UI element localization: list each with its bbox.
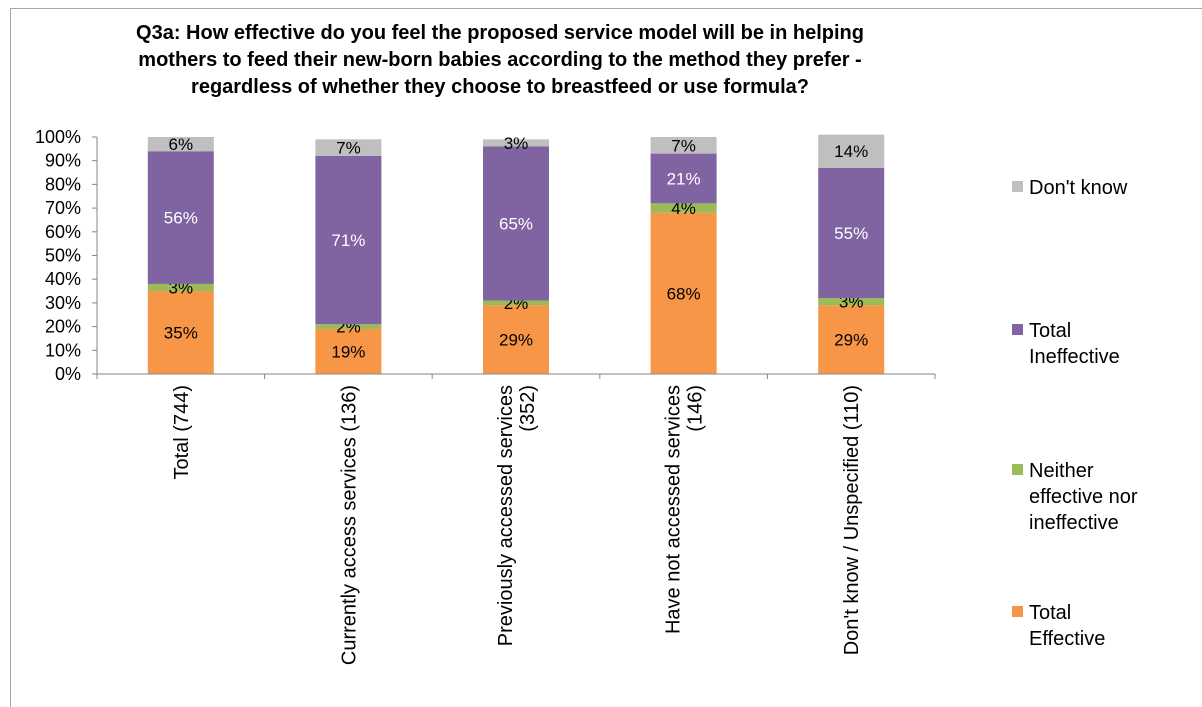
legend-swatch (1012, 606, 1023, 617)
bar-segment (315, 324, 382, 329)
legend-item: Total Ineffective (1012, 318, 1120, 370)
data-label: 35% (164, 324, 198, 343)
bar-segment (650, 203, 717, 213)
bar-segment (818, 298, 885, 306)
x-category-label: Currently access services (136) (338, 385, 360, 665)
legend-item: Don't know (1012, 175, 1127, 201)
bar-segment (650, 153, 717, 204)
chart-title-line-3: regardless of whether they choose to bre… (191, 76, 809, 98)
y-tick-label: 60% (45, 222, 81, 242)
y-tick-label: 100% (35, 127, 81, 147)
bar-segment (147, 137, 214, 152)
data-label: 71% (331, 231, 365, 250)
bar-segment (147, 283, 214, 292)
bar-segment (147, 151, 214, 284)
legend-label: Don't know (1029, 175, 1127, 201)
y-tick-label: 40% (45, 269, 81, 289)
bar-segment (818, 134, 885, 168)
chart-title: Q3a: How effective do you feel the propo… (20, 20, 980, 101)
legend-label-line: Total (1029, 320, 1072, 342)
data-label: 4% (671, 199, 696, 218)
data-label: 56% (164, 209, 198, 228)
legend-label-line: Ineffective (1029, 346, 1120, 368)
y-tick-label: 70% (45, 198, 81, 218)
bar-segment (315, 155, 382, 325)
legend-item: Total Effective (1012, 600, 1105, 652)
legend-item: Neither effective nor ineffective (1012, 458, 1138, 536)
bar-segment (650, 212, 717, 374)
legend-label-line: Effective (1029, 628, 1106, 650)
x-category-label: Don't know / Unspecified (110) (841, 385, 863, 655)
data-label: 55% (834, 224, 868, 243)
bar-segment (818, 305, 885, 374)
x-category-label: Previously accessed services (495, 385, 517, 646)
data-label: 19% (331, 342, 365, 361)
legend-swatch (1012, 464, 1023, 475)
legend-label: Total Ineffective (1029, 318, 1120, 370)
legend-swatch (1012, 181, 1023, 192)
bar-segment (650, 137, 717, 154)
chart-frame (10, 8, 1202, 707)
legend-label: Total Effective (1029, 600, 1105, 652)
bar-segment (483, 146, 549, 301)
data-label: 7% (336, 139, 361, 158)
chart-title-line-2: mothers to feed their new-born babies ac… (138, 49, 862, 71)
legend-label-line: Don't know (1029, 177, 1128, 199)
data-label: 65% (499, 215, 533, 234)
data-label: 21% (667, 169, 701, 188)
data-label: 6% (169, 135, 194, 154)
x-category-label: (352) (517, 385, 539, 432)
legend-label-line: Neither (1029, 460, 1094, 482)
y-tick-label: 90% (45, 151, 81, 171)
y-tick-label: 50% (45, 246, 81, 266)
x-category-label: Have not accessed services (663, 385, 685, 634)
bar-segment (147, 291, 214, 374)
legend-label: Neither effective nor ineffective (1029, 458, 1138, 536)
x-category-label: (146) (685, 385, 707, 432)
bar-segment (483, 300, 549, 306)
data-label: 68% (667, 284, 701, 303)
legend-label-line: Total (1029, 602, 1072, 624)
data-label: 29% (834, 331, 868, 350)
y-tick-label: 10% (45, 340, 81, 360)
y-tick-label: 30% (45, 293, 81, 313)
chart-title-line-1: Q3a: How effective do you feel the propo… (136, 22, 864, 44)
x-category-label: Total (744) (171, 385, 193, 480)
bar-segment (483, 305, 549, 374)
data-label: 7% (671, 136, 696, 155)
y-tick-label: 80% (45, 174, 81, 194)
data-label: 3% (504, 134, 529, 153)
legend-swatch (1012, 324, 1023, 335)
data-label: 14% (834, 142, 868, 161)
legend-label-line: effective nor (1029, 486, 1138, 508)
bar-segment (818, 167, 885, 299)
legend-label-line: ineffective (1029, 512, 1119, 534)
bar-segment (483, 139, 549, 147)
y-tick-label: 20% (45, 317, 81, 337)
bar-segment (315, 328, 382, 374)
data-label: 29% (499, 331, 533, 350)
y-tick-label: 0% (55, 364, 81, 384)
bar-segment (315, 139, 382, 156)
